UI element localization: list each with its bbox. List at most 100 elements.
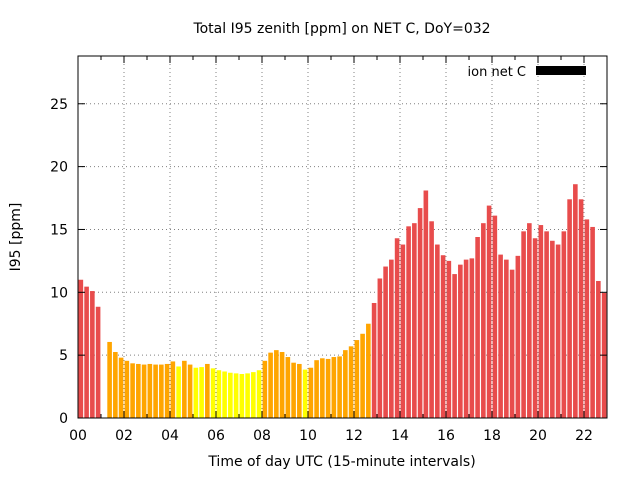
bar-07:45 xyxy=(256,370,262,418)
bar-10:15 xyxy=(314,360,319,418)
bar-05:00 xyxy=(193,367,199,418)
bar-12:15 xyxy=(360,333,365,418)
bar-20:15 xyxy=(544,231,549,418)
x-tick-labels: 00 02 04 06 08 10 12 14 16 18 20 22 xyxy=(69,428,593,444)
bar-18:30 xyxy=(504,259,509,419)
bar-22:30 xyxy=(596,280,601,418)
bar-04:45 xyxy=(187,364,193,418)
bar-16:45 xyxy=(463,259,469,419)
axis-ticks xyxy=(77,56,608,419)
y-tick-label: 5 xyxy=(59,348,68,364)
bar-09:45 xyxy=(302,369,308,418)
bar-02:30 xyxy=(136,363,141,418)
bar-16:30 xyxy=(458,264,463,418)
bar-20:45 xyxy=(555,244,561,418)
x-tick-label: 18 xyxy=(483,428,501,444)
bar-11:15 xyxy=(337,356,342,418)
bar-21:00 xyxy=(561,231,567,418)
bar-21:30 xyxy=(573,184,578,418)
bar-02:45 xyxy=(141,364,147,418)
bar-20:00 xyxy=(538,225,544,418)
bar-01:15 xyxy=(107,341,112,418)
bar-14:45 xyxy=(417,208,423,418)
y-tick-label: 25 xyxy=(50,97,68,113)
bar-01:45 xyxy=(118,357,124,418)
chart-title: Total I95 zenith [ppm] on NET C, DoY=032 xyxy=(192,21,490,37)
bar-14:00 xyxy=(400,244,406,418)
y-tick-label: 0 xyxy=(59,411,68,427)
bar-19:00 xyxy=(515,255,521,418)
x-tick-label: 16 xyxy=(437,428,455,444)
bar-10:45 xyxy=(325,358,331,418)
bar-16:15 xyxy=(452,274,457,418)
bar-22:15 xyxy=(590,226,595,418)
bar-13:00 xyxy=(377,278,383,418)
bar-18:00 xyxy=(492,215,498,418)
y-tick-labels: 0 5 10 15 20 25 xyxy=(50,97,68,427)
bar-17:45 xyxy=(486,205,492,418)
bar-00:30 xyxy=(90,291,95,418)
bar-11:30 xyxy=(343,350,348,419)
bar-02:15 xyxy=(130,363,135,418)
bar-07:30 xyxy=(251,372,256,418)
x-tick-label: 04 xyxy=(161,428,179,444)
bar-01:30 xyxy=(113,352,118,418)
x-tick-label: 20 xyxy=(529,428,547,444)
bar-17:30 xyxy=(481,223,486,418)
bar-09:15 xyxy=(291,362,296,418)
gridlines xyxy=(78,56,607,418)
bar-10:30 xyxy=(320,358,325,418)
bar-08:45 xyxy=(279,352,285,418)
x-tick-label: 22 xyxy=(575,428,593,444)
bar-20:30 xyxy=(550,240,555,418)
bar-00:15 xyxy=(84,286,89,418)
bar-19:45 xyxy=(532,238,538,418)
bars xyxy=(78,184,607,419)
plot-border xyxy=(77,55,608,419)
bar-21:45 xyxy=(578,199,584,418)
x-tick-label: 12 xyxy=(345,428,363,444)
y-tick-label: 20 xyxy=(50,160,68,176)
bar-11:00 xyxy=(331,357,337,418)
bar-08:30 xyxy=(274,350,279,419)
bar-05:30 xyxy=(205,363,210,418)
bar-18:45 xyxy=(509,269,515,418)
bar-11:45 xyxy=(348,346,354,418)
bar-14:15 xyxy=(406,226,411,418)
bar-00:00 xyxy=(78,279,84,418)
bar-07:00 xyxy=(239,374,245,418)
bar-21:15 xyxy=(567,199,572,418)
bar-08:00 xyxy=(262,360,268,418)
bar-09:00 xyxy=(285,357,291,418)
y-axis-label: I95 [ppm] xyxy=(8,203,24,272)
bar-03:15 xyxy=(153,364,158,418)
bar-04:30 xyxy=(182,360,187,418)
bar-13:45 xyxy=(394,238,400,418)
bar-03:30 xyxy=(159,364,164,418)
bar-06:00 xyxy=(216,370,222,418)
bar-15:00 xyxy=(423,190,429,418)
bar-05:45 xyxy=(210,368,216,418)
bar-08:15 xyxy=(268,352,273,418)
legend-label: ion net C xyxy=(468,65,526,80)
bar-19:30 xyxy=(527,223,532,418)
bar-12:45 xyxy=(371,302,377,418)
bar-13:30 xyxy=(389,259,394,419)
bar-13:15 xyxy=(383,266,388,418)
bar-12:30 xyxy=(366,323,371,418)
x-tick-label: 02 xyxy=(115,428,133,444)
y-tick-label: 10 xyxy=(50,285,68,301)
bar-19:15 xyxy=(521,231,526,418)
x-tick-label: 00 xyxy=(69,428,87,444)
bar-06:30 xyxy=(228,372,233,418)
x-axis-label: Time of day UTC (15-minute intervals) xyxy=(207,454,475,470)
bar-07:15 xyxy=(245,373,250,418)
bar-06:15 xyxy=(222,371,227,418)
x-tick-label: 06 xyxy=(207,428,225,444)
legend: ion net C xyxy=(468,65,586,80)
x-tick-label: 14 xyxy=(391,428,409,444)
bar-02:00 xyxy=(124,360,130,418)
bar-22:00 xyxy=(584,219,590,418)
x-tick-label: 08 xyxy=(253,428,271,444)
